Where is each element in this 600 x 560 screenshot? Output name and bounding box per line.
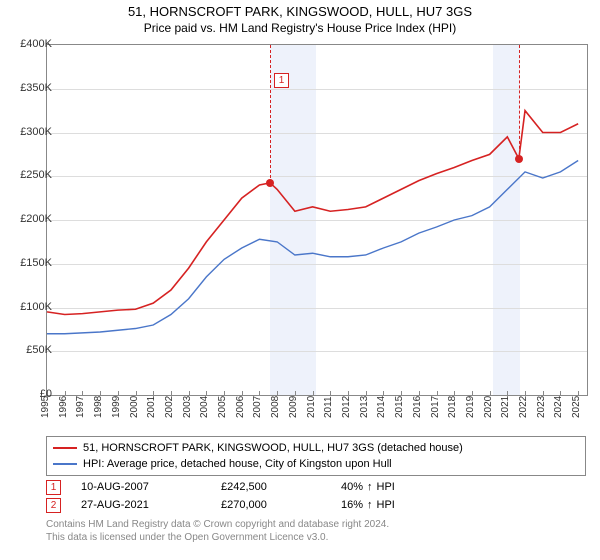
x-tick-label: 2006 xyxy=(235,396,246,418)
y-tick-label: £50K xyxy=(8,344,52,356)
x-tick-label: 2009 xyxy=(288,396,299,418)
chart-header: 51, HORNSCROFT PARK, KINGSWOOD, HULL, HU… xyxy=(0,0,600,35)
y-tick-label: £400K xyxy=(8,38,52,50)
x-tick-label: 2015 xyxy=(394,396,405,418)
x-tick-label: 2012 xyxy=(341,396,352,418)
sale-row: 2 27-AUG-2021£270,00016%↑HPI xyxy=(46,496,586,514)
x-tick-label: 1998 xyxy=(93,396,104,418)
marker-vline xyxy=(270,45,271,183)
chart-subtitle: Price paid vs. HM Land Registry's House … xyxy=(0,21,600,35)
legend-item: 51, HORNSCROFT PARK, KINGSWOOD, HULL, HU… xyxy=(53,440,579,456)
footer-line-2: This data is licensed under the Open Gov… xyxy=(46,531,586,544)
legend-swatch xyxy=(53,463,77,465)
x-tick-label: 1999 xyxy=(111,396,122,418)
x-tick-label: 2002 xyxy=(164,396,175,418)
marker-label: 1 xyxy=(274,73,289,88)
x-tick-label: 2020 xyxy=(483,396,494,418)
x-tick-label: 2011 xyxy=(323,396,334,418)
sale-date: 27-AUG-2021 xyxy=(81,499,221,511)
sale-marker: 1 xyxy=(46,480,61,495)
x-tick-label: 2017 xyxy=(430,396,441,418)
series-hpi xyxy=(47,161,578,334)
x-tick-label: 2021 xyxy=(500,396,511,418)
chart-footer: Contains HM Land Registry data © Crown c… xyxy=(46,518,586,544)
x-tick-label: 2003 xyxy=(182,396,193,418)
x-tick-label: 2023 xyxy=(536,396,547,418)
y-tick-label: £250K xyxy=(8,169,52,181)
x-tick-label: 2016 xyxy=(412,396,423,418)
footer-line-1: Contains HM Land Registry data © Crown c… xyxy=(46,518,586,531)
x-tick-label: 2000 xyxy=(129,396,140,418)
sale-marker: 2 xyxy=(46,498,61,513)
marker-dot xyxy=(266,179,274,187)
x-tick-label: 2024 xyxy=(553,396,564,418)
y-tick-label: £200K xyxy=(8,213,52,225)
x-tick-label: 2004 xyxy=(199,396,210,418)
x-tick-label: 2008 xyxy=(270,396,281,418)
x-tick-label: 2025 xyxy=(571,396,582,418)
sale-price: £242,500 xyxy=(221,481,341,493)
y-tick-label: £350K xyxy=(8,82,52,94)
sale-date: 10-AUG-2007 xyxy=(81,481,221,493)
sale-pct: 16%↑HPI xyxy=(341,499,461,511)
y-tick-label: £100K xyxy=(8,301,52,313)
x-tick-label: 2001 xyxy=(146,396,157,418)
marker-dot xyxy=(515,155,523,163)
x-tick-label: 2005 xyxy=(217,396,228,418)
legend-item: HPI: Average price, detached house, City… xyxy=(53,456,579,472)
chart-plot-area: 12 xyxy=(46,44,588,396)
x-tick-label: 2013 xyxy=(359,396,370,418)
legend-label: HPI: Average price, detached house, City… xyxy=(83,458,392,470)
x-axis-ticks: 1995199619971998199920002001200220032004… xyxy=(46,396,586,436)
sale-pct: 40%↑HPI xyxy=(341,481,461,493)
x-tick-label: 2007 xyxy=(252,396,263,418)
x-tick-label: 2018 xyxy=(447,396,458,418)
legend-label: 51, HORNSCROFT PARK, KINGSWOOD, HULL, HU… xyxy=(83,442,463,454)
sale-row: 1 10-AUG-2007£242,50040%↑HPI xyxy=(46,478,586,496)
legend-swatch xyxy=(53,447,77,449)
sales-table: 1 10-AUG-2007£242,50040%↑HPI 2 27-AUG-2021£… xyxy=(46,478,586,514)
y-tick-label: £300K xyxy=(8,126,52,138)
x-tick-label: 1996 xyxy=(58,396,69,418)
marker-vline xyxy=(519,45,520,159)
chart-lines xyxy=(47,45,587,395)
x-tick-label: 2010 xyxy=(306,396,317,418)
y-tick-label: £150K xyxy=(8,257,52,269)
y-tick-label: £0 xyxy=(8,388,52,400)
x-tick-label: 2019 xyxy=(465,396,476,418)
x-tick-label: 2014 xyxy=(376,396,387,418)
chart-title: 51, HORNSCROFT PARK, KINGSWOOD, HULL, HU… xyxy=(0,4,600,19)
chart-legend: 51, HORNSCROFT PARK, KINGSWOOD, HULL, HU… xyxy=(46,436,586,476)
x-tick-label: 1997 xyxy=(75,396,86,418)
sale-price: £270,000 xyxy=(221,499,341,511)
x-tick-label: 2022 xyxy=(518,396,529,418)
series-property xyxy=(47,111,578,315)
